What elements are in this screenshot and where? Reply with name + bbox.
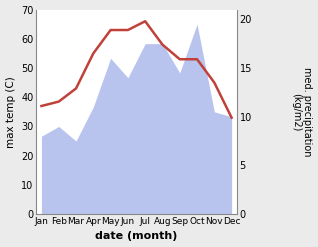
Y-axis label: max temp (C): max temp (C) (5, 76, 16, 148)
X-axis label: date (month): date (month) (95, 231, 178, 242)
Y-axis label: med. precipitation
(kg/m2): med. precipitation (kg/m2) (291, 67, 313, 157)
